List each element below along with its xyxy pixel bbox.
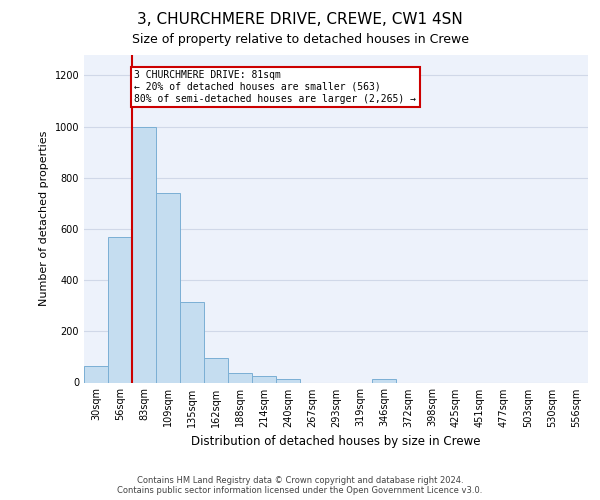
- Bar: [276, 378, 300, 382]
- Bar: [228, 373, 252, 382]
- Bar: [84, 366, 108, 382]
- Bar: [132, 126, 156, 382]
- Bar: [180, 302, 204, 382]
- Text: 3 CHURCHMERE DRIVE: 81sqm
← 20% of detached houses are smaller (563)
80% of semi: 3 CHURCHMERE DRIVE: 81sqm ← 20% of detac…: [134, 70, 416, 104]
- Bar: [108, 236, 132, 382]
- X-axis label: Distribution of detached houses by size in Crewe: Distribution of detached houses by size …: [191, 435, 481, 448]
- Bar: [252, 376, 276, 382]
- Text: Contains HM Land Registry data © Crown copyright and database right 2024.
Contai: Contains HM Land Registry data © Crown c…: [118, 476, 482, 495]
- Text: Size of property relative to detached houses in Crewe: Size of property relative to detached ho…: [131, 32, 469, 46]
- Bar: [156, 193, 180, 382]
- Bar: [204, 358, 228, 382]
- Text: 3, CHURCHMERE DRIVE, CREWE, CW1 4SN: 3, CHURCHMERE DRIVE, CREWE, CW1 4SN: [137, 12, 463, 28]
- Bar: [372, 378, 396, 382]
- Y-axis label: Number of detached properties: Number of detached properties: [39, 131, 49, 306]
